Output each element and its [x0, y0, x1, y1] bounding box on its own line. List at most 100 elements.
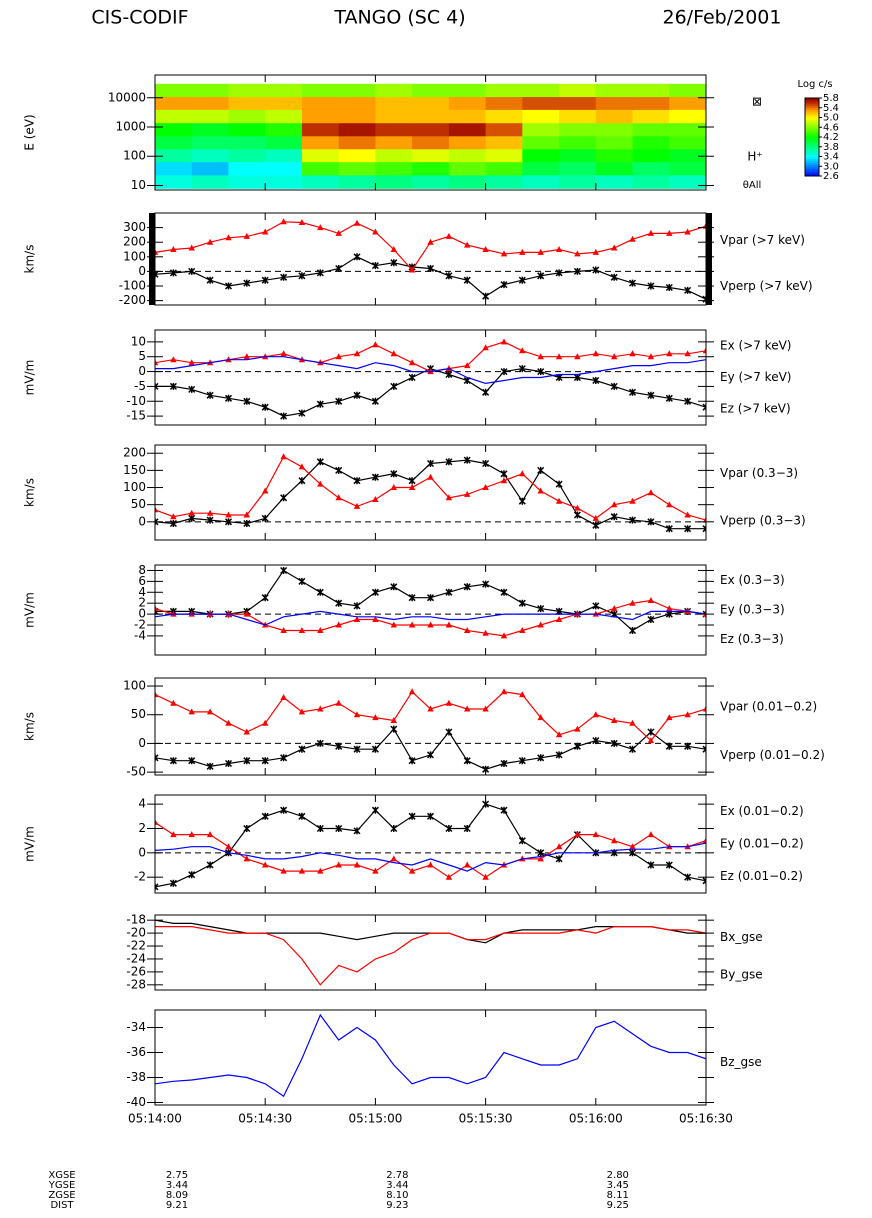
- y-tick-label: 300: [123, 220, 146, 234]
- heatmap-cell: [228, 135, 266, 150]
- colorbar-segment: [805, 150, 819, 154]
- colorbar-segment: [805, 142, 819, 146]
- star-marker: [573, 373, 581, 382]
- colorbar-segment: [805, 148, 819, 152]
- triangle-marker: [206, 509, 214, 516]
- colorbar-segment: [805, 113, 819, 117]
- panel-frame: [154, 444, 707, 541]
- triangle-marker: [206, 238, 214, 245]
- heatmap-cell: [228, 83, 266, 98]
- triangle-marker: [592, 514, 599, 521]
- heatmap-cell: [485, 109, 523, 124]
- star-marker: [482, 388, 490, 396]
- star-marker: [371, 745, 379, 753]
- legend-label: Bx_gse: [720, 930, 763, 944]
- triangle-marker: [206, 708, 214, 715]
- triangle-marker: [629, 235, 636, 242]
- star-marker: [280, 494, 288, 502]
- star-marker: [573, 267, 581, 275]
- colorbar-segment: [805, 174, 819, 177]
- star-marker: [518, 497, 526, 505]
- colorbar-segment: [805, 129, 819, 132]
- star-marker: [702, 877, 706, 885]
- triangle-marker: [519, 691, 526, 698]
- star-marker: [500, 759, 508, 768]
- triangle-marker: [390, 717, 397, 723]
- star-marker: [518, 599, 526, 607]
- star-marker: [555, 751, 563, 759]
- heatmap-cell: [301, 174, 340, 189]
- star-marker: [335, 264, 343, 273]
- triangle-marker: [482, 344, 489, 351]
- orbit-value: 3.45: [607, 1180, 629, 1191]
- star-marker: [537, 605, 545, 613]
- triangle-marker: [611, 605, 618, 612]
- y-tick-label: -4: [134, 628, 146, 642]
- triangle-marker: [427, 473, 434, 480]
- legend-label: By_gse: [720, 968, 763, 982]
- star-marker: [169, 382, 177, 390]
- triangle-marker: [574, 831, 581, 838]
- triangle-marker: [574, 353, 581, 360]
- y-axis-label: km/s: [23, 478, 37, 507]
- star-marker: [408, 594, 416, 602]
- star-marker: [610, 382, 618, 390]
- heatmap-cell: [559, 161, 597, 176]
- triangle-marker: [445, 699, 453, 706]
- triangle-marker: [666, 350, 673, 357]
- heatmap-cell: [412, 109, 450, 124]
- star-marker: [537, 368, 545, 376]
- star-marker: [665, 394, 673, 402]
- star-marker: [261, 514, 269, 522]
- star-marker: [665, 861, 673, 869]
- triangle-marker: [427, 238, 434, 245]
- colorbar-segment: [805, 131, 819, 134]
- y-tick-label: -2: [134, 618, 146, 632]
- heatmap-cell: [448, 135, 487, 150]
- star-marker: [206, 861, 214, 869]
- heatmap-cell: [559, 148, 597, 163]
- star-marker: [445, 370, 453, 379]
- triangle-marker: [225, 843, 232, 850]
- triangle-marker: [445, 873, 453, 880]
- heatmap-cell: [522, 83, 560, 98]
- star-marker: [169, 879, 177, 887]
- y-tick-label: 2: [138, 596, 146, 610]
- star-marker: [298, 745, 306, 753]
- x-tick-label: 05:14:00: [128, 1112, 182, 1126]
- star-marker: [353, 391, 361, 399]
- star-marker: [426, 264, 435, 273]
- star-marker: [169, 269, 177, 277]
- panel-frame: [154, 914, 707, 991]
- colorbar-segment: [805, 162, 819, 165]
- header-left: CIS-CODIF: [91, 7, 188, 29]
- colorbar-segment: [805, 98, 819, 101]
- triangle-marker: [298, 708, 306, 715]
- star-marker: [188, 267, 196, 275]
- heatmap-cell: [412, 122, 450, 137]
- star-marker: [316, 400, 324, 408]
- heatmap-cell: [155, 161, 193, 176]
- triangle-marker: [335, 229, 342, 236]
- legend-label: Vpar (0.3−3): [720, 466, 798, 480]
- y-tick-label: -100: [119, 279, 146, 293]
- heatmap-cell: [448, 161, 487, 176]
- panel-frame: [154, 74, 707, 191]
- legend-label: Vperp (0.01−0.2): [720, 748, 825, 762]
- heatmap-cell: [632, 174, 670, 189]
- plot-area: [155, 338, 706, 420]
- triangle-marker: [262, 487, 269, 494]
- triangle-marker: [243, 353, 250, 360]
- triangle-marker: [317, 480, 324, 487]
- triangle-marker: [353, 502, 361, 509]
- star-marker: [592, 521, 600, 529]
- heatmap-cell: [301, 96, 340, 110]
- triangle-marker: [243, 855, 250, 862]
- heatmap-cell: [155, 109, 193, 124]
- heatmap-cell: [191, 109, 229, 124]
- heatmap-cell: [632, 109, 670, 124]
- triangle-marker: [684, 511, 691, 518]
- heatmap-cell: [375, 96, 413, 110]
- triangle-marker: [500, 250, 508, 257]
- star-marker: [684, 397, 692, 405]
